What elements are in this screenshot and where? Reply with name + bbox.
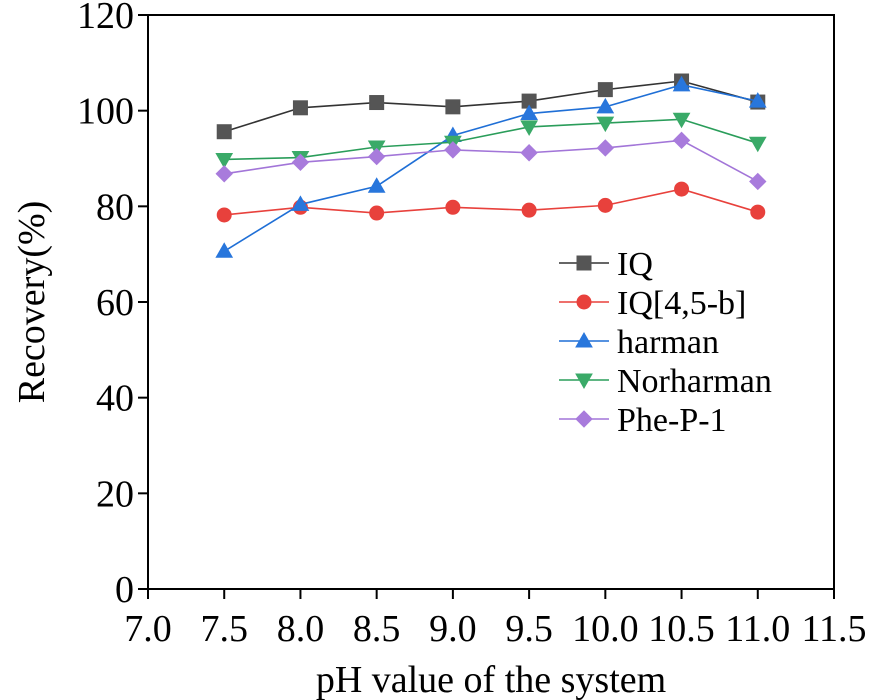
data-point-iq: [597, 82, 613, 98]
legend-label: Norharman: [617, 363, 772, 400]
series-group: [215, 73, 767, 258]
data-point-phe-p-1: [596, 139, 615, 157]
y-tick-label: 100: [77, 91, 134, 133]
legend-item-norharman: Norharman: [559, 363, 772, 400]
legend-item-harman: harman: [559, 324, 719, 361]
x-tick-label: 8.5: [353, 608, 401, 650]
y-tick-label: 0: [115, 569, 134, 611]
legend-label: harman: [617, 324, 719, 361]
legend-marker: [576, 294, 592, 310]
x-tick-label: 9.5: [505, 608, 553, 650]
data-point-iq-4-5-b: [750, 204, 766, 220]
data-point-harman: [596, 97, 615, 114]
data-point-iq-4-5-b: [674, 181, 690, 197]
legend-marker: [575, 331, 593, 348]
data-point-norharman: [748, 136, 767, 153]
data-point-iq-4-5-b: [521, 202, 537, 218]
data-point-norharman: [596, 116, 615, 133]
data-point-harman: [367, 177, 386, 193]
data-point-iq-4-5-b: [216, 207, 232, 223]
data-point-norharman: [215, 152, 234, 169]
data-point-norharman: [672, 112, 691, 129]
x-axis-title: pH value of the system: [316, 659, 666, 700]
data-point-phe-p-1: [749, 172, 767, 191]
series-line-norharman: [224, 118, 759, 161]
data-point-iq: [369, 95, 385, 111]
legend-item-phe-p-1: Phe-P-1: [559, 402, 727, 439]
y-tick-label: 20: [96, 473, 134, 515]
data-point-phe-p-1: [215, 165, 233, 183]
x-tick-label: 10.5: [648, 608, 715, 650]
y-tick-label: 120: [77, 0, 134, 37]
y-tick-label: 40: [96, 378, 134, 420]
legend-marker: [575, 373, 593, 390]
x-tick-label: 10.0: [572, 608, 639, 650]
data-point-harman: [291, 195, 310, 211]
data-point-phe-p-1: [520, 144, 538, 162]
x-tick-label: 11.5: [801, 608, 866, 650]
x-tick-label: 7.5: [200, 608, 248, 650]
legend-item-iq-4-5-b: IQ[4,5-b]: [559, 285, 746, 322]
data-point-harman: [215, 242, 234, 258]
data-point-phe-p-1: [444, 141, 462, 159]
series-norharman: [215, 112, 767, 169]
legend-marker: [575, 410, 593, 428]
legend-label: IQ[4,5-b]: [617, 285, 746, 322]
x-tick-label: 9.0: [429, 608, 477, 650]
data-point-phe-p-1: [367, 147, 386, 166]
legend-label: Phe-P-1: [617, 402, 727, 439]
data-point-harman: [672, 75, 691, 92]
data-point-harman: [520, 104, 538, 121]
data-point-iq: [445, 99, 461, 115]
legend-marker: [576, 255, 592, 271]
data-point-phe-p-1: [291, 153, 310, 172]
x-tick-label: 7.0: [124, 608, 172, 650]
series-line-iq: [223, 80, 758, 133]
data-point-phe-p-1: [672, 131, 691, 150]
y-tick-label: 60: [96, 282, 134, 324]
series-line-phe-p-1: [224, 139, 759, 183]
legend-label: IQ: [617, 246, 653, 283]
series-harman: [215, 75, 767, 258]
y-axis-title: Recovery(%): [11, 201, 53, 404]
series-phe-p-1: [215, 131, 767, 191]
y-tick-label: 80: [96, 186, 134, 228]
series-line-iq-4-5-b: [224, 188, 759, 216]
data-point-iq: [216, 124, 232, 140]
data-point-iq: [292, 100, 308, 116]
data-point-iq-4-5-b: [445, 199, 461, 215]
x-tick-label: 11.0: [725, 608, 790, 650]
legend-item-iq: IQ: [559, 246, 653, 283]
x-tick-label: 8.0: [277, 608, 325, 650]
data-point-norharman: [520, 120, 538, 136]
data-point-iq-4-5-b: [597, 197, 613, 213]
data-point-harman: [748, 92, 767, 108]
data-point-iq-4-5-b: [369, 205, 385, 221]
series-line-harman: [223, 84, 758, 252]
axes: 7.0 7.5 8.0 8.5 9.0 9.5 10.0 10.5 11.0 11.5 0 20 40 6…: [77, 0, 867, 650]
